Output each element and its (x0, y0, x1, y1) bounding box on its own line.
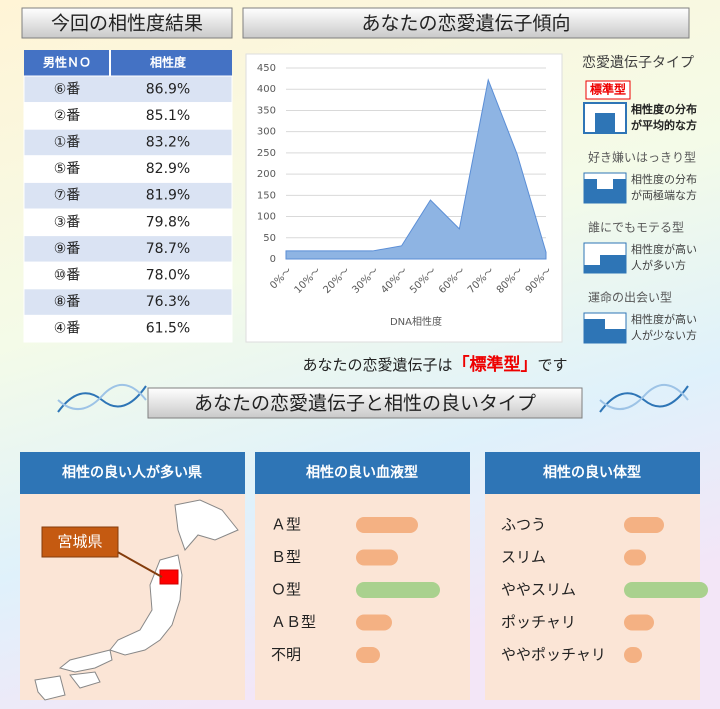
bar (624, 614, 654, 631)
y-tick-label: 150 (257, 190, 276, 201)
type-desc: が両極端な方 (631, 188, 697, 202)
type-desc: が平均的な方 (631, 118, 697, 132)
result-text: あなたの恋愛遺伝子は「標準型」です (302, 354, 567, 375)
bar (356, 517, 418, 533)
type-icon-shape (595, 113, 615, 133)
cell: ⑩番 (54, 268, 81, 284)
panel-title: 相性の良い血液型 (306, 464, 418, 481)
cell: ⑨番 (54, 241, 81, 257)
bar (624, 582, 708, 598)
type-desc: 人が少ない方 (631, 328, 697, 342)
type-icon-shape (584, 255, 626, 273)
type-name-box (585, 80, 631, 100)
cell: 86.9% (146, 81, 190, 97)
type-desc: 相性度の分布 (631, 102, 697, 116)
cell: ⑤番 (54, 161, 81, 177)
cell: ②番 (54, 108, 81, 124)
section-box (147, 387, 583, 419)
y-tick-label: 300 (257, 127, 276, 138)
x-axis-label: DNA相性度 (390, 315, 442, 328)
result-prefix: あなたの恋愛遺伝子は (302, 356, 452, 374)
type-desc: 人が多い方 (631, 258, 686, 272)
category-label: ふつう (501, 516, 546, 534)
bar (624, 647, 642, 663)
y-tick-label: 450 (257, 63, 276, 74)
cell: ④番 (54, 321, 81, 337)
area (285, 78, 547, 260)
category-label: 不明 (271, 646, 301, 664)
table-header (24, 50, 232, 76)
header-box (242, 7, 690, 39)
category-label: ややスリム (501, 581, 576, 599)
cell: ③番 (54, 214, 81, 230)
cell: ⑧番 (54, 294, 81, 310)
y-tick-label: 350 (257, 105, 276, 116)
table-row (23, 128, 233, 157)
category-label: Ｏ型 (271, 581, 301, 599)
type-desc: 相性度が高い (631, 312, 697, 326)
cell: 79.8% (146, 214, 190, 230)
category-label: ややポッチャリ (501, 646, 606, 664)
y-tick-label: 100 (257, 212, 276, 223)
cell: ⑥番 (54, 81, 81, 97)
y-tick-label: 250 (257, 148, 276, 159)
header-title: 今回の相性度結果 (51, 13, 203, 35)
callout-box (41, 526, 119, 558)
panels (20, 452, 700, 700)
result-suffix: です (538, 356, 568, 374)
type-name: 運命の出会い型 (588, 290, 672, 305)
column-header: 男性ＮＯ (43, 55, 91, 70)
panel-title: 相性の良い人が多い県 (62, 464, 202, 481)
bar (624, 517, 664, 533)
result-type: 「標準型」 (453, 354, 538, 375)
type-name: 好き嫌いはっきり型 (588, 151, 696, 165)
category-label: ポッチャリ (501, 613, 576, 631)
callout-label: 宮城県 (57, 533, 102, 551)
cell: 83.2% (146, 135, 190, 151)
header-box (21, 7, 233, 39)
table-row (23, 235, 233, 263)
type-name: 誰にでもモテる型 (588, 220, 684, 235)
category-label: Ｂ型 (271, 548, 301, 566)
bar (356, 549, 398, 566)
bar (624, 549, 646, 566)
type-icon-shape (584, 319, 626, 343)
cell: 61.5% (146, 321, 190, 337)
section-title: あなたの恋愛遺伝子と相性の良いタイプ (194, 393, 536, 415)
panel-title: 相性の良い体型 (543, 464, 641, 481)
cell: 85.1% (146, 108, 190, 124)
table-row (23, 155, 233, 183)
helix (57, 384, 689, 413)
cell: 76.3% (146, 294, 190, 310)
category-label: ＡＢ型 (271, 613, 316, 631)
y-tick-label: 0 (270, 254, 276, 265)
type-desc: 相性度の分布 (631, 172, 697, 186)
table-row (23, 288, 233, 316)
cell: 81.9% (146, 188, 190, 204)
type-icon-shape (584, 179, 626, 203)
cell: 82.9% (146, 161, 190, 177)
types-title: 恋愛遺伝子タイプ (582, 54, 694, 71)
category-label: スリム (501, 548, 546, 566)
bar (356, 647, 380, 663)
type-name: 標準型 (590, 82, 626, 97)
column-header: 相性度 (150, 55, 187, 70)
y-tick-label: 400 (257, 84, 276, 95)
category-label: Ａ型 (271, 516, 301, 534)
cell: ⑦番 (54, 188, 81, 204)
bar (356, 582, 440, 598)
cell: 78.0% (146, 268, 190, 284)
cell: ①番 (54, 135, 81, 151)
japan-map (34, 499, 239, 701)
y-tick-label: 200 (257, 169, 276, 180)
y-tick-label: 50 (263, 233, 276, 244)
header-title: あなたの恋愛遺伝子傾向 (361, 13, 570, 35)
type-desc: 相性度が高い (631, 242, 697, 256)
table-row (23, 314, 233, 343)
bar (356, 614, 392, 631)
cell: 78.7% (146, 241, 190, 257)
